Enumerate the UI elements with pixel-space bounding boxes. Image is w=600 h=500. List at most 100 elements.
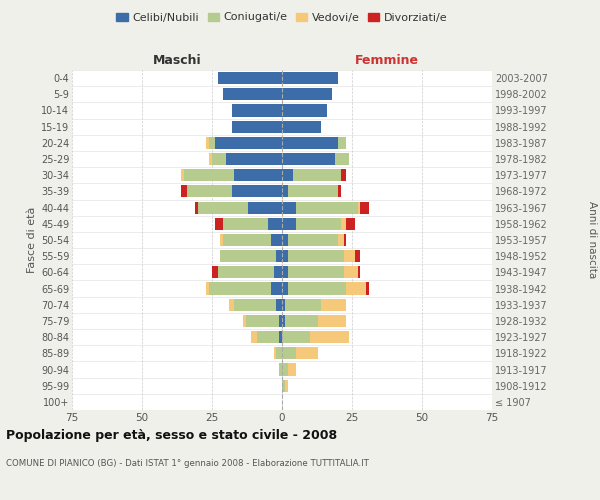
Bar (181, 169, 184, 181)
Bar (346, 282, 366, 294)
Bar (277, 298, 282, 311)
Bar (232, 120, 282, 132)
Bar (296, 202, 358, 213)
Text: Popolazione per età, sesso e stato civile - 2008: Popolazione per età, sesso e stato civil… (6, 430, 337, 442)
Bar (187, 186, 232, 198)
Bar (274, 266, 282, 278)
Bar (279, 364, 282, 376)
Bar (361, 202, 369, 213)
Bar (282, 88, 332, 101)
Bar (220, 250, 277, 262)
Bar (282, 315, 285, 327)
Bar (282, 282, 287, 294)
Bar (344, 250, 355, 262)
Bar (209, 137, 215, 149)
Bar (285, 315, 319, 327)
Text: Femmine: Femmine (355, 54, 419, 68)
Bar (274, 348, 277, 360)
Bar (235, 169, 282, 181)
Bar (277, 348, 282, 360)
Bar (195, 202, 198, 213)
Bar (218, 266, 274, 278)
Bar (358, 266, 361, 278)
Bar (206, 137, 209, 149)
Bar (223, 218, 268, 230)
Bar (344, 266, 358, 278)
Bar (245, 315, 279, 327)
Bar (235, 298, 277, 311)
Bar (282, 266, 287, 278)
Bar (215, 218, 223, 230)
Bar (287, 282, 346, 294)
Bar (282, 104, 327, 117)
Bar (257, 331, 279, 343)
Bar (282, 169, 293, 181)
Bar (321, 298, 346, 311)
Bar (282, 72, 338, 84)
Bar (355, 250, 361, 262)
Bar (285, 298, 321, 311)
Bar (287, 250, 344, 262)
Bar (279, 315, 282, 327)
Text: COMUNE DI PIANICO (BG) - Dati ISTAT 1° gennaio 2008 - Elaborazione TUTTITALIA.IT: COMUNE DI PIANICO (BG) - Dati ISTAT 1° g… (6, 458, 369, 468)
Bar (296, 348, 319, 360)
Bar (296, 218, 341, 230)
Bar (366, 282, 369, 294)
Text: Maschi: Maschi (152, 54, 202, 68)
Bar (285, 380, 287, 392)
Bar (184, 169, 235, 181)
Bar (215, 137, 282, 149)
Bar (287, 186, 338, 198)
Bar (271, 282, 282, 294)
Bar (248, 202, 282, 213)
Bar (282, 331, 310, 343)
Bar (268, 218, 282, 230)
Bar (206, 282, 209, 294)
Bar (282, 153, 335, 165)
Bar (282, 298, 285, 311)
Bar (282, 234, 287, 246)
Bar (346, 218, 355, 230)
Bar (282, 348, 296, 360)
Bar (229, 298, 235, 311)
Bar (209, 282, 271, 294)
Bar (212, 266, 218, 278)
Bar (287, 266, 344, 278)
Bar (344, 234, 346, 246)
Bar (282, 120, 321, 132)
Bar (279, 331, 282, 343)
Bar (282, 380, 285, 392)
Bar (341, 218, 346, 230)
Bar (209, 153, 212, 165)
Bar (338, 137, 346, 149)
Bar (181, 186, 187, 198)
Bar (341, 169, 346, 181)
Y-axis label: Fasce di età: Fasce di età (26, 207, 37, 273)
Bar (282, 186, 287, 198)
Bar (338, 186, 341, 198)
Bar (226, 153, 282, 165)
Bar (282, 137, 338, 149)
Bar (282, 202, 296, 213)
Bar (243, 315, 245, 327)
Bar (223, 88, 282, 101)
Bar (271, 234, 282, 246)
Bar (220, 234, 223, 246)
Bar (282, 250, 287, 262)
Bar (218, 72, 282, 84)
Bar (232, 104, 282, 117)
Bar (310, 331, 349, 343)
Bar (335, 153, 349, 165)
Bar (293, 169, 341, 181)
Bar (212, 153, 226, 165)
Bar (287, 364, 296, 376)
Bar (338, 234, 344, 246)
Bar (223, 234, 271, 246)
Bar (282, 364, 287, 376)
Bar (287, 234, 338, 246)
Bar (319, 315, 346, 327)
Bar (358, 202, 361, 213)
Bar (277, 250, 282, 262)
Bar (198, 202, 248, 213)
Legend: Celibi/Nubili, Coniugati/e, Vedovi/e, Divorziati/e: Celibi/Nubili, Coniugati/e, Vedovi/e, Di… (112, 8, 452, 27)
